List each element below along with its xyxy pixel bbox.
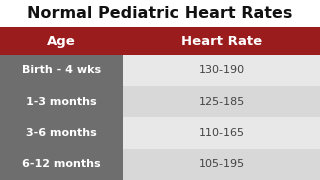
Bar <box>123 55 320 86</box>
Text: Birth - 4 wks: Birth - 4 wks <box>22 65 101 75</box>
Text: 3-6 months: 3-6 months <box>26 128 97 138</box>
Bar <box>123 117 320 149</box>
Text: Age: Age <box>47 35 76 48</box>
Bar <box>0 117 123 149</box>
Bar <box>123 27 320 55</box>
Bar <box>123 149 320 180</box>
Bar <box>123 86 320 117</box>
Text: 130-190: 130-190 <box>198 65 245 75</box>
Text: 105-195: 105-195 <box>198 159 245 169</box>
Text: 125-185: 125-185 <box>198 97 245 107</box>
Text: 6-12 months: 6-12 months <box>22 159 101 169</box>
Bar <box>0 149 123 180</box>
Bar <box>0 55 123 86</box>
Text: 110-165: 110-165 <box>199 128 244 138</box>
Text: 1-3 months: 1-3 months <box>26 97 97 107</box>
Text: Normal Pediatric Heart Rates: Normal Pediatric Heart Rates <box>27 6 293 21</box>
Bar <box>0 27 123 55</box>
Text: Heart Rate: Heart Rate <box>181 35 262 48</box>
Bar <box>0 86 123 117</box>
